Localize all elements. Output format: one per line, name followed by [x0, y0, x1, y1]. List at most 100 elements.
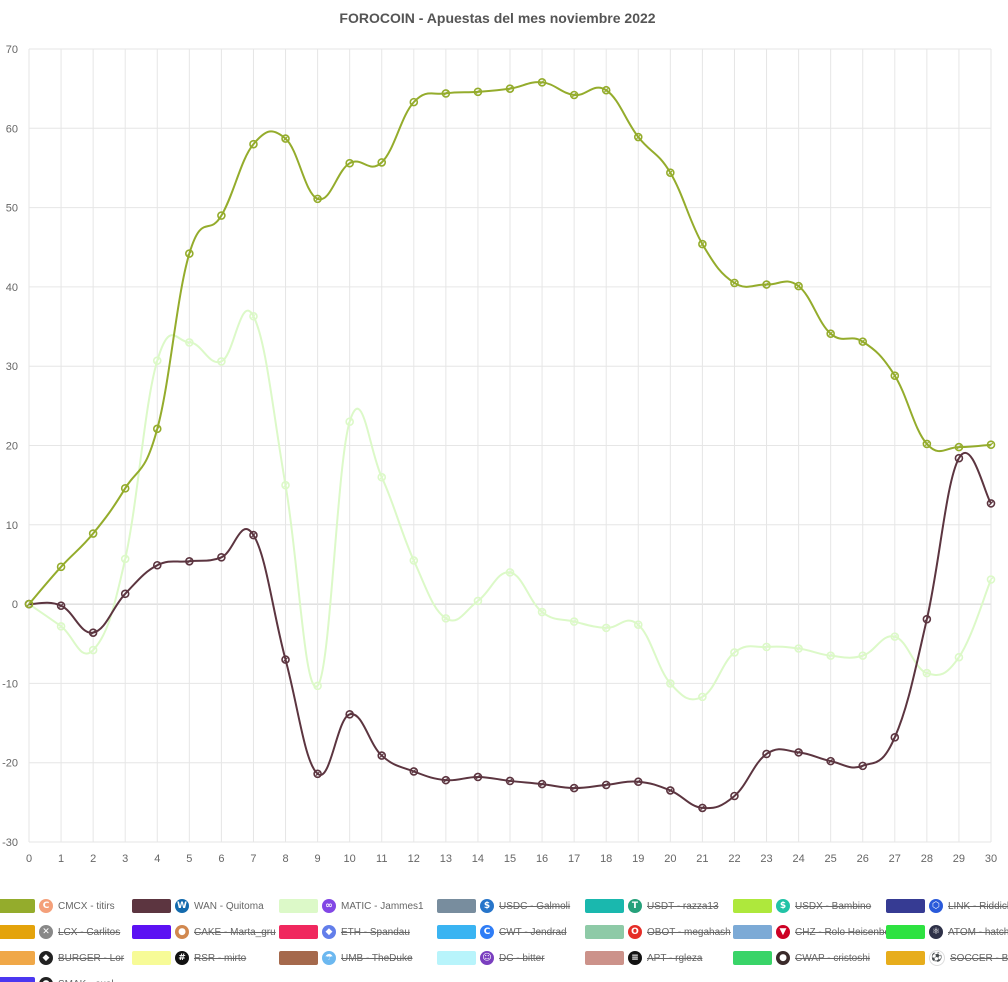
legend-item-cmcx[interactable]: C CMCX - titirs — [0, 898, 115, 914]
y-tick-label: 70 — [6, 44, 18, 56]
legend-item-chz[interactable]: ▼ CHZ - Rolo Heisenberg — [733, 924, 899, 940]
legend-swatch — [886, 925, 925, 939]
data-point — [441, 614, 451, 623]
apt-icon: ≡ — [628, 951, 642, 965]
data-point-mark — [796, 283, 801, 289]
data-point — [890, 733, 900, 742]
data-point-mark — [796, 646, 801, 651]
legend-swatch — [886, 951, 925, 965]
data-point — [88, 529, 98, 538]
data-point — [56, 622, 66, 631]
data-point-mark — [603, 782, 609, 788]
x-tick-label: 22 — [728, 853, 740, 865]
data-point — [249, 530, 258, 540]
data-point-mark — [764, 644, 769, 650]
data-point — [922, 614, 932, 624]
data-point — [185, 556, 194, 566]
data-point — [281, 480, 290, 490]
data-point — [345, 710, 354, 719]
legend-item-cwt[interactable]: C CWT - Jendrad — [437, 924, 567, 940]
data-point — [826, 651, 835, 660]
data-point — [794, 281, 803, 291]
smak-icon: ● — [39, 977, 53, 982]
rsr-icon: # — [175, 951, 189, 965]
legend-item-usdt[interactable]: T USDT - razza13 — [585, 898, 719, 914]
data-point-mark — [539, 781, 545, 787]
data-point — [217, 211, 226, 220]
legend-label: OBOT - megahash — [647, 926, 731, 938]
y-tick-label: -20 — [2, 758, 18, 770]
data-point-mark — [155, 358, 160, 363]
data-point-mark — [668, 681, 673, 686]
x-tick-label: 25 — [825, 853, 837, 865]
data-point-mark — [636, 779, 641, 784]
obot-icon: O — [628, 925, 642, 939]
legend-item-usdc[interactable]: $ USDC - Galmoli — [437, 898, 570, 914]
data-point-mark — [283, 482, 288, 488]
legend-item-rsr[interactable]: # RSR - mirto — [132, 950, 246, 966]
x-tick-label: 17 — [568, 853, 580, 865]
legend-item-link[interactable]: ⬡ LINK - Riddick — [886, 898, 1008, 914]
legend-swatch — [733, 951, 772, 965]
data-point-mark — [26, 601, 32, 607]
data-point-mark — [860, 763, 865, 769]
x-tick-label: 1 — [58, 853, 64, 865]
legend-item-eth[interactable]: ◆ ETH - Spandau — [279, 924, 410, 940]
data-point — [377, 751, 387, 760]
legend-label: USDX - Bambino — [795, 900, 872, 912]
legend-swatch — [585, 899, 624, 913]
legend-item-dc[interactable]: ☺ DC - bitter — [437, 950, 545, 966]
data-point-mark — [924, 441, 930, 447]
data-point — [120, 484, 130, 493]
legend-item-soccer[interactable]: ⚽ SOCCER - Benjaker — [886, 950, 1008, 966]
legend-item-obot[interactable]: O OBOT - megahash — [585, 924, 731, 940]
chz-icon: ▼ — [776, 925, 790, 939]
legend-label: LINK - Riddick — [948, 900, 1008, 912]
data-point-mark — [764, 751, 769, 757]
legend-item-matic[interactable]: ∞ MATIC - Jammes1 — [279, 898, 424, 914]
data-point-mark — [956, 655, 962, 660]
y-tick-label: -30 — [2, 837, 18, 849]
data-point — [858, 761, 868, 771]
data-point-mark — [539, 609, 545, 615]
legend-item-apt[interactable]: ≡ APT - rgleza — [585, 950, 702, 966]
data-point-mark — [187, 559, 192, 564]
cwap-icon: ● — [776, 951, 790, 965]
data-point — [666, 786, 675, 795]
data-point-mark — [828, 331, 833, 336]
data-point-mark — [347, 712, 352, 717]
legend-item-smak[interactable]: ● SMAK - axel — [0, 976, 114, 982]
data-point — [409, 556, 419, 565]
legend-item-atom[interactable]: ⚛ ATOM - hatch — [886, 924, 1008, 940]
y-tick-label: 30 — [6, 361, 18, 373]
legend-item-lcx[interactable]: ✕ LCX - Carlitos — [0, 924, 120, 940]
legend-item-wan[interactable]: W WAN - Quitoma — [132, 898, 264, 914]
cmcx-icon: C — [39, 899, 53, 913]
data-point — [377, 472, 387, 482]
legend-label: CAKE - Marta_gru — [194, 926, 276, 938]
legend-label: DC - bitter — [499, 952, 545, 964]
x-tick-label: 21 — [696, 853, 708, 865]
data-point — [794, 644, 803, 653]
data-point-mark — [636, 134, 641, 140]
x-tick-label: 30 — [985, 853, 997, 865]
legend-label: CMCX - titirs — [58, 900, 115, 912]
legend-label: USDT - razza13 — [647, 900, 719, 912]
x-tick-label: 13 — [440, 853, 452, 865]
data-point-mark — [58, 624, 64, 629]
legend-swatch — [279, 899, 318, 913]
legend-label: WAN - Quitoma — [194, 900, 264, 912]
data-point-mark — [892, 634, 898, 639]
data-point-mark — [219, 359, 224, 364]
legend-swatch — [132, 951, 171, 965]
y-tick-label: 20 — [6, 441, 18, 453]
legend-item-umb[interactable]: ☂ UMB - TheDuke — [279, 950, 413, 966]
legend-item-cwap[interactable]: ● CWAP - cristoshi — [733, 950, 870, 966]
legend-item-usdx[interactable]: $ USDX - Bambino — [733, 898, 871, 914]
legend-item-cake[interactable]: ● CAKE - Marta_gru — [132, 924, 276, 940]
data-point-mark — [892, 373, 898, 378]
legend-item-burger[interactable]: ◆ BURGER - Lor — [0, 950, 124, 966]
data-point-mark — [475, 598, 481, 604]
legend-swatch — [585, 925, 624, 939]
data-point-mark — [58, 564, 64, 570]
